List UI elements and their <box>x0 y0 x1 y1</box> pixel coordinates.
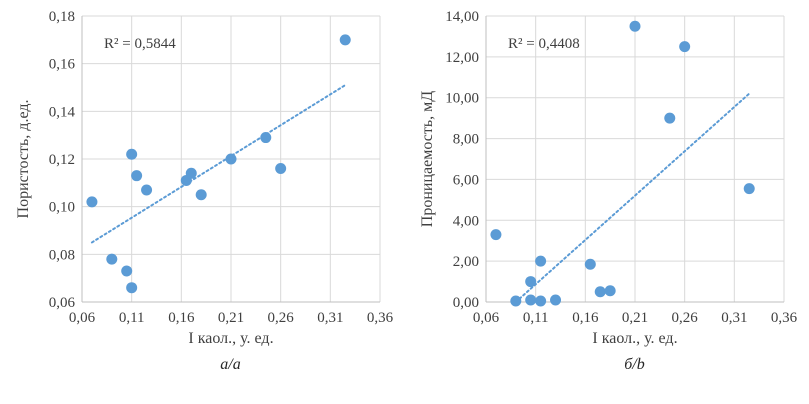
chart-permeability: 0,06 0,11 0,16 0,21 0,26 0,31 0,36 0,00 2,00 4,00… <box>414 6 799 374</box>
scatter-figure: 0,06 0,11 0,16 0,21 0,26 0,31 0,36 0,06 0,08 0,10… <box>10 6 799 374</box>
svg-text:0,06: 0,06 <box>49 295 76 311</box>
chart-porosity: 0,06 0,11 0,16 0,21 0,26 0,31 0,36 0,06 0,08 0,10… <box>10 6 395 374</box>
svg-text:0,18: 0,18 <box>49 9 75 25</box>
svg-text:0,14: 0,14 <box>49 104 76 120</box>
svg-text:0,21: 0,21 <box>218 310 244 326</box>
svg-text:Проницаемость, мД: Проницаемость, мД <box>419 91 436 227</box>
svg-text:4,00: 4,00 <box>453 213 479 229</box>
svg-text:0,00: 0,00 <box>453 295 479 311</box>
scatter-plot-porosity: 0,06 0,11 0,16 0,21 0,26 0,31 0,36 0,06 0,08 0,10… <box>15 9 394 347</box>
svg-text:6,00: 6,00 <box>453 172 479 188</box>
svg-text:R² = 0,4408: R² = 0,4408 <box>508 36 580 52</box>
svg-text:I каол., у. ед.: I каол., у. ед. <box>592 330 677 347</box>
svg-text:10,00: 10,00 <box>445 91 479 107</box>
svg-text:0,12: 0,12 <box>49 152 75 168</box>
svg-text:0,08: 0,08 <box>49 247 75 263</box>
svg-text:8,00: 8,00 <box>453 132 479 148</box>
svg-text:14,00: 14,00 <box>445 9 479 25</box>
svg-text:0,11: 0,11 <box>523 310 549 326</box>
svg-text:0,31: 0,31 <box>721 310 747 326</box>
svg-text:R² = 0,5844: R² = 0,5844 <box>104 36 176 52</box>
svg-text:2,00: 2,00 <box>453 254 479 270</box>
svg-text:0,26: 0,26 <box>268 310 295 326</box>
svg-text:0,16: 0,16 <box>572 310 599 326</box>
caption-a: а/a <box>220 356 241 373</box>
svg-text:0,36: 0,36 <box>771 310 798 326</box>
svg-text:0,10: 0,10 <box>49 200 75 216</box>
svg-text:0,31: 0,31 <box>317 310 343 326</box>
svg-text:0,11: 0,11 <box>119 310 145 326</box>
svg-text:I каол., у. ед.: I каол., у. ед. <box>188 330 273 347</box>
svg-text:0,06: 0,06 <box>473 310 500 326</box>
svg-text:Пористость, д.ед.: Пористость, д.ед. <box>15 100 32 219</box>
svg-text:0,06: 0,06 <box>69 310 96 326</box>
svg-text:0,16: 0,16 <box>168 310 195 326</box>
svg-text:12,00: 12,00 <box>445 50 479 66</box>
svg-text:0,21: 0,21 <box>622 310 648 326</box>
caption-b: б/b <box>624 356 645 373</box>
scatter-plot-permeability: 0,06 0,11 0,16 0,21 0,26 0,31 0,36 0,00 2,00 4,00… <box>419 9 798 347</box>
svg-text:0,16: 0,16 <box>49 57 76 73</box>
svg-text:0,26: 0,26 <box>672 310 699 326</box>
svg-text:0,36: 0,36 <box>367 310 394 326</box>
